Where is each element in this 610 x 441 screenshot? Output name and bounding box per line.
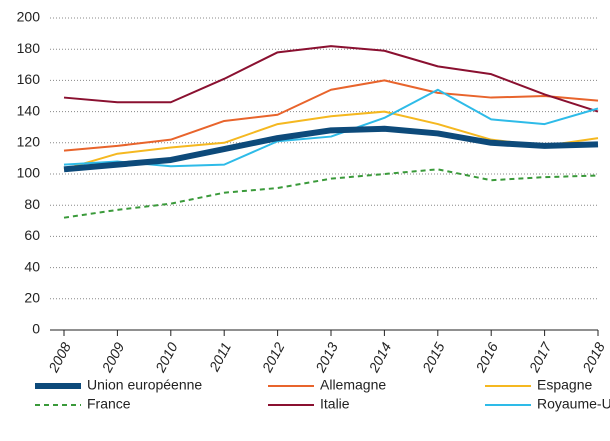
x-tick-label: 2013 <box>312 339 341 375</box>
x-tick-label: 2015 <box>418 339 447 375</box>
series-line <box>63 125 599 173</box>
legend-label: Allemagne <box>320 377 386 393</box>
x-tick-label: 2016 <box>472 339 501 375</box>
y-tick-label: 20 <box>24 290 40 306</box>
y-tick-label: 140 <box>17 102 41 118</box>
x-tick-label: 2017 <box>525 339 555 376</box>
series-line <box>63 168 599 219</box>
y-tick-label: 0 <box>32 321 40 337</box>
series-line <box>63 79 599 152</box>
series-line <box>63 88 599 168</box>
legend-label: Espagne <box>537 377 592 393</box>
x-tick-label: 2008 <box>45 339 74 375</box>
y-tick-label: 180 <box>17 40 41 56</box>
x-tick-label: 2009 <box>98 339 127 375</box>
y-tick-label: 60 <box>24 227 40 243</box>
y-tick-label: 40 <box>24 258 40 274</box>
legend-label: Union européenne <box>87 377 202 393</box>
series-line <box>63 45 599 113</box>
y-tick-label: 200 <box>17 9 41 25</box>
x-tick-label: 2014 <box>365 339 394 375</box>
legend-label: Italie <box>320 396 350 412</box>
x-tick-label: 2012 <box>258 339 287 375</box>
legend-label: Royaume-Uni <box>537 396 610 412</box>
y-tick-label: 100 <box>17 165 41 181</box>
legend-label: France <box>87 396 131 412</box>
y-tick-label: 120 <box>17 134 41 150</box>
x-tick-label: 2018 <box>579 339 608 375</box>
x-tick-label: 2010 <box>151 339 180 375</box>
y-tick-label: 80 <box>24 196 40 212</box>
x-tick-label: 2011 <box>205 340 234 375</box>
y-tick-label: 160 <box>17 71 41 87</box>
